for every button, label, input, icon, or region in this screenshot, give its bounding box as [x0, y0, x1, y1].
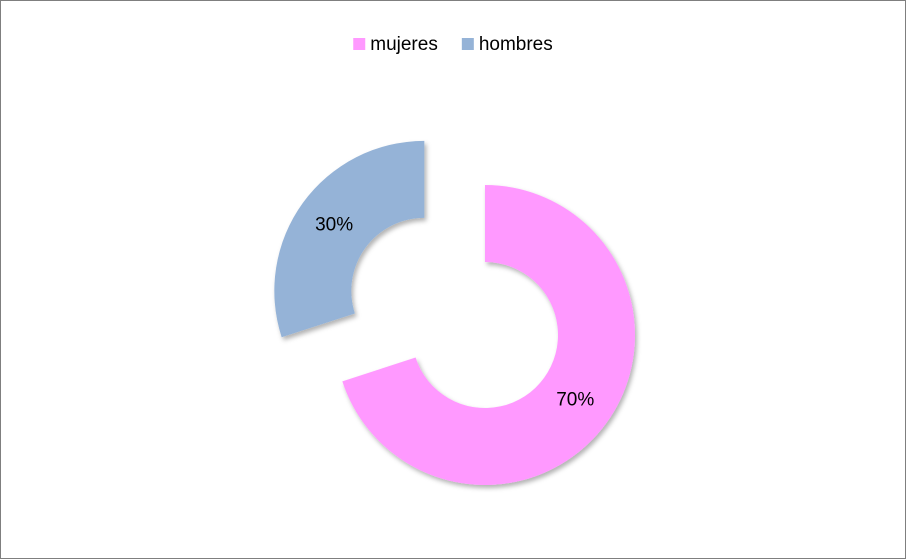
donut-segment [342, 185, 635, 485]
data-label: 70% [556, 390, 594, 411]
data-label: 30% [315, 214, 353, 235]
legend-swatch [353, 38, 366, 50]
legend-label: mujeres [370, 34, 438, 55]
legend-label: hombres [479, 34, 553, 55]
legend-swatch [461, 38, 474, 50]
donut-segment [274, 140, 425, 338]
